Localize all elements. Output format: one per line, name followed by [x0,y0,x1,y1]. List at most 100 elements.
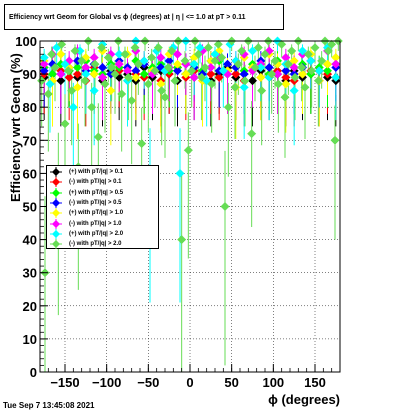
y-tick-label: 20 [23,299,37,314]
data-point [273,79,283,89]
data-point [306,56,316,66]
data-point [47,49,57,59]
legend-entry: (+) with pT/|q| > 1.0 [47,208,158,219]
data-point [87,102,97,112]
data-point [210,56,220,66]
legend-label: (+) with pT/|q| > 2.0 [69,230,124,237]
data-point [143,79,153,89]
axes-ticks: −150 −100 −50 0 50 100 150 0 10 20 30 40 50 60 70 80 90 1… [15,34,341,390]
data-point [331,59,341,69]
data-point [130,43,140,53]
data-point [290,72,300,82]
data-point [97,62,108,73]
y-tick-label: 50 [23,200,37,215]
data-point [90,59,100,69]
data-point [45,79,55,89]
data-point [253,43,263,53]
data-point [231,69,241,79]
data-point [80,76,90,86]
data-point [207,79,217,89]
data-point [313,76,323,86]
data-point [277,39,287,49]
timestamp: Tue Sep 7 13:45:08 2021 [3,401,95,410]
data-point [247,76,258,86]
data-point [223,102,233,112]
legend-entry: (+) with pT/|q| > 0.5 [47,187,158,198]
data-point [239,82,249,92]
data-point [257,86,267,96]
legend-label: (+) with pT/|q| > 1.0 [69,210,124,217]
data-point [127,96,137,106]
data-point [114,59,124,69]
data-point [120,49,130,59]
data-point [39,59,49,69]
data-point [72,82,83,92]
data-point [317,56,327,66]
data-point [175,168,185,178]
data-point [287,46,297,56]
legend-marker [47,177,65,188]
legend-marker [47,167,65,178]
data-point [233,59,243,69]
data-point [150,66,160,76]
plot-title: Efficiency wrt Geom for Global vs ϕ (deg… [4,4,284,30]
data-point [297,46,308,56]
data-point [230,82,240,92]
data-point [247,46,258,56]
data-point [297,62,307,73]
data-point [39,66,49,76]
y-tick-label: 90 [23,67,37,82]
data-point [167,46,177,56]
x-tick-label: −150 [50,375,79,390]
data-point [189,59,199,69]
data-point [322,66,333,76]
data-point [70,46,80,56]
data-point [123,72,133,82]
data-point [93,132,103,142]
data-point [60,119,70,129]
data-point [50,62,60,73]
data-point [172,59,183,69]
data-point [60,59,70,69]
x-axis-label: ϕ (degrees) [268,392,340,407]
x-tick-label: −50 [137,375,159,390]
data-point [153,43,163,53]
data-point [237,46,247,56]
data-point [213,39,223,49]
legend-entry: (-) with pT/|q| > 1.0 [47,218,158,229]
data-point [250,62,260,73]
legend-entry: (-) with pT/|q| > 2.0 [47,239,158,250]
y-tick-label: 100 [15,34,37,49]
data-point [110,69,120,79]
data-point [330,135,340,145]
data-point [97,43,107,53]
data-point [281,66,291,76]
legend-label: (+) with pT/|q| > 0.1 [69,169,124,176]
data-point [56,69,66,79]
y-tick-label: 40 [23,233,37,248]
data-point [297,69,308,79]
data-point [197,72,207,82]
data-point [193,49,203,59]
data-point [323,46,333,56]
x-tick-label: −100 [92,375,121,390]
x-tick-label: 100 [262,375,284,390]
data-point [180,56,190,66]
data-point [56,76,66,86]
data-point [100,79,110,89]
data-point [327,39,337,49]
y-tick-label: 0 [30,365,37,380]
data-point [172,49,183,59]
legend: (+) with pT/|q| > 0.1 (-) with pT/|q| > 0… [46,165,159,250]
data-point [39,52,49,63]
y-tick-label: 60 [23,166,37,181]
legend-entry: (-) with pT/|q| > 0.1 [47,177,158,188]
data-point [283,59,293,69]
data-point [157,86,167,96]
data-point [183,145,193,155]
x-tick-label: 50 [224,375,238,390]
data-point [57,39,67,49]
data-point [217,52,227,63]
x-tick-label: 0 [186,375,193,390]
